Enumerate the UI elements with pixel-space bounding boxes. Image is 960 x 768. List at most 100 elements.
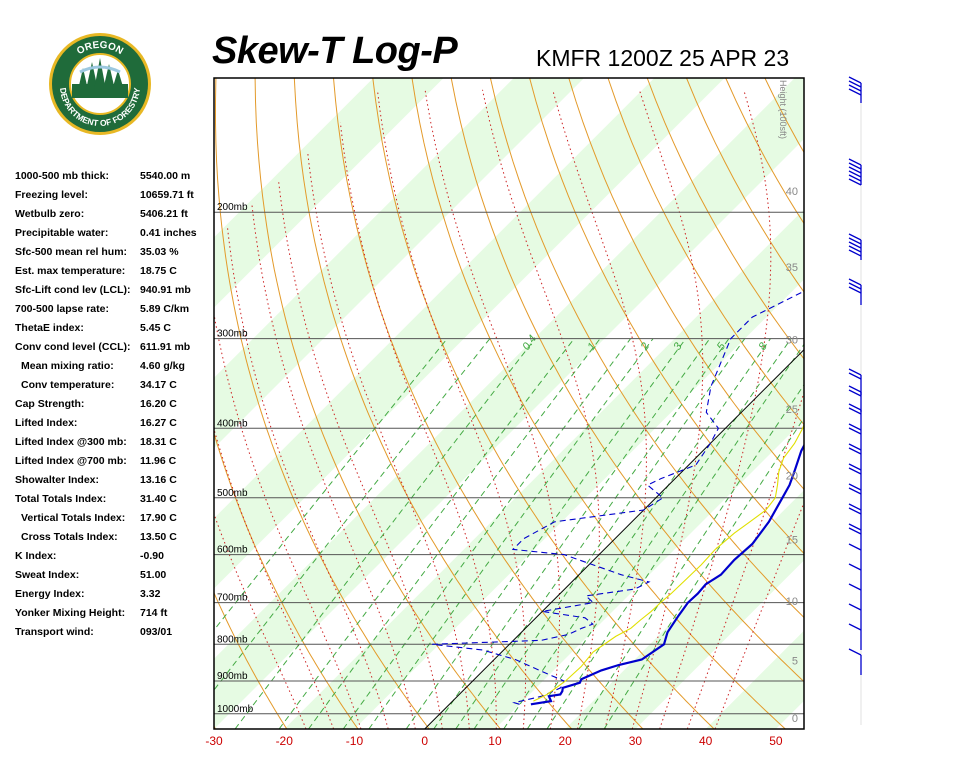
- stat-label: Lifted Index @700 mb:: [15, 455, 127, 467]
- stat-row: Transport wind: 093/01: [15, 624, 215, 643]
- wind-barb-feather: [848, 158, 862, 166]
- dry-adiabat: [293, 78, 573, 729]
- stat-value: 13.50 C: [140, 531, 177, 543]
- wind-barb-feather: [848, 403, 862, 411]
- height-tick-label: 25: [786, 404, 798, 416]
- stat-value: 11.96 C: [140, 455, 177, 467]
- pressure-label: 600mb: [217, 545, 248, 556]
- saturated-adiabat: [214, 512, 307, 729]
- wind-barb-feather: [848, 447, 862, 455]
- stat-value: 35.03 %: [140, 246, 179, 258]
- dry-adiabat: [214, 725, 216, 729]
- stat-row: Energy Index: 3.32: [15, 586, 215, 605]
- x-tick-label: -30: [205, 734, 223, 748]
- pressure-label: 1000mb: [217, 704, 254, 715]
- wind-barb-feather: [848, 483, 862, 491]
- mixing-ratio-line: [214, 338, 448, 631]
- stat-row: Cross Totals Index: 13.50 C: [15, 529, 215, 548]
- stat-value: 17.90 C: [140, 512, 177, 524]
- stat-value: 13.16 C: [140, 474, 177, 486]
- wind-barb-feather: [848, 174, 862, 182]
- stat-row: Sfc-500 mean rel hum: 35.03 %: [15, 244, 215, 263]
- isotherm-band: [214, 78, 725, 589]
- stat-label: Est. max temperature:: [15, 265, 126, 277]
- stat-value: 4.60 g/kg: [140, 360, 185, 372]
- wind-barb-feather: [848, 463, 862, 471]
- wind-barb-feather: [848, 241, 862, 249]
- mixing-ratio-line: [503, 338, 771, 729]
- stat-label: 700-500 lapse rate:: [15, 303, 109, 315]
- isotherm-band: [284, 209, 804, 729]
- pressure-label: 500mb: [217, 488, 248, 499]
- height-tick-label: 0: [792, 713, 798, 725]
- dry-adiabat: [883, 78, 960, 729]
- x-tick-label: 50: [769, 734, 783, 748]
- logo-text-top: OREGON: [75, 40, 125, 57]
- wind-barb-feather: [848, 166, 862, 174]
- stat-label: Lifted Index @300 mb:: [15, 436, 127, 448]
- mixing-ratio-line: [308, 338, 601, 729]
- wind-barb-feather: [848, 88, 862, 96]
- pressure-label: 400mb: [217, 418, 248, 429]
- wind-barb-feather: [848, 282, 862, 290]
- logo-tree-3: [94, 58, 106, 90]
- stat-row: Lifted Index: 16.27 C: [15, 415, 215, 434]
- saturated-adiabat: [424, 89, 561, 729]
- stat-row: K Index: -0.90: [15, 548, 215, 567]
- stat-label: Yonker Mixing Height:: [15, 607, 126, 619]
- wind-barb-feather: [848, 237, 862, 245]
- x-tick-label: 40: [699, 734, 713, 748]
- chart-title: Skew-T Log-P: [212, 30, 458, 72]
- wind-barb-feather: [848, 648, 862, 656]
- wind-barb-feather: [848, 278, 862, 286]
- wind-barb-feather: [848, 245, 862, 253]
- stat-label: Wetbulb zero:: [15, 208, 85, 220]
- logo-tree-2: [86, 62, 98, 90]
- stat-label: ThetaE index:: [15, 322, 84, 334]
- wind-barb-feather: [848, 372, 862, 380]
- stat-row: Total Totals Index: 31.40 C: [15, 491, 215, 510]
- stat-label: Transport wind:: [15, 626, 94, 638]
- stat-label: Total Totals Index:: [15, 493, 107, 505]
- dry-adiabat: [568, 78, 804, 491]
- mixing-ratio-label: 1: [585, 341, 598, 353]
- mixing-ratio-line: [214, 338, 491, 691]
- wind-barb-feather: [848, 385, 862, 393]
- stat-label: Sweat Index:: [15, 569, 80, 581]
- wind-barb-feather: [848, 487, 862, 495]
- x-tick-label: 10: [488, 734, 502, 748]
- stat-row: Cap Strength: 16.20 C: [15, 396, 215, 415]
- stat-label: Conv cond level (CCL):: [15, 341, 131, 353]
- stat-value: 16.20 C: [140, 398, 177, 410]
- x-tick-label: 30: [629, 734, 643, 748]
- logo-tree-4: [103, 64, 115, 90]
- height-tick-label: 35: [786, 262, 798, 274]
- stat-value: 093/01: [140, 626, 173, 638]
- wind-barb-feather: [848, 603, 862, 611]
- station-time-label: KMFR 1200Z 25 APR 23: [536, 45, 790, 71]
- mixing-ratio-line: [546, 343, 804, 729]
- wind-barb-feather: [848, 623, 862, 631]
- plot-frame: [213, 77, 805, 730]
- isotherm-band: [214, 78, 585, 449]
- stat-row: Precipitable water: 0.41 inches: [15, 225, 215, 244]
- stat-value: 34.17 C: [140, 379, 177, 391]
- stat-value: 51.00: [140, 569, 167, 581]
- stat-value: 31.40 C: [140, 493, 177, 505]
- stat-row: Yonker Mixing Height: 714 ft: [15, 605, 215, 624]
- stat-row: 700-500 lapse rate: 5.89 C/km: [15, 301, 215, 320]
- wind-barb-feather: [848, 162, 862, 170]
- stat-row: Showalter Index: 13.16 C: [15, 472, 215, 491]
- stat-value: 18.75 C: [140, 265, 177, 277]
- stat-label: Sfc-500 mean rel hum:: [15, 246, 128, 258]
- stability-indices-panel: 1000-500 mb thick: 5540.00 m Freezing leve…: [15, 168, 215, 643]
- dry-adiabat: [803, 78, 804, 79]
- pressure-label: 300mb: [217, 329, 248, 340]
- x-tick-label: -10: [346, 734, 364, 748]
- stat-value: -0.90: [140, 550, 164, 562]
- stat-label: 1000-500 mb thick:: [15, 170, 109, 182]
- logo-mountain: [79, 65, 121, 74]
- stat-row: Vertical Totals Index: 17.90 C: [15, 510, 215, 529]
- dry-adiabat: [646, 78, 804, 360]
- stat-label: Mean mixing ratio:: [21, 360, 114, 372]
